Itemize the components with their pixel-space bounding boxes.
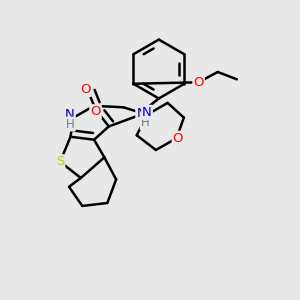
Text: O: O — [90, 105, 101, 118]
Text: S: S — [56, 155, 64, 168]
Text: N: N — [136, 107, 146, 120]
Text: O: O — [173, 132, 183, 145]
Text: O: O — [193, 76, 204, 89]
Text: N: N — [142, 106, 152, 119]
Text: H: H — [66, 118, 75, 130]
Text: O: O — [80, 83, 91, 96]
Text: N: N — [65, 108, 75, 121]
Text: H: H — [141, 116, 149, 129]
